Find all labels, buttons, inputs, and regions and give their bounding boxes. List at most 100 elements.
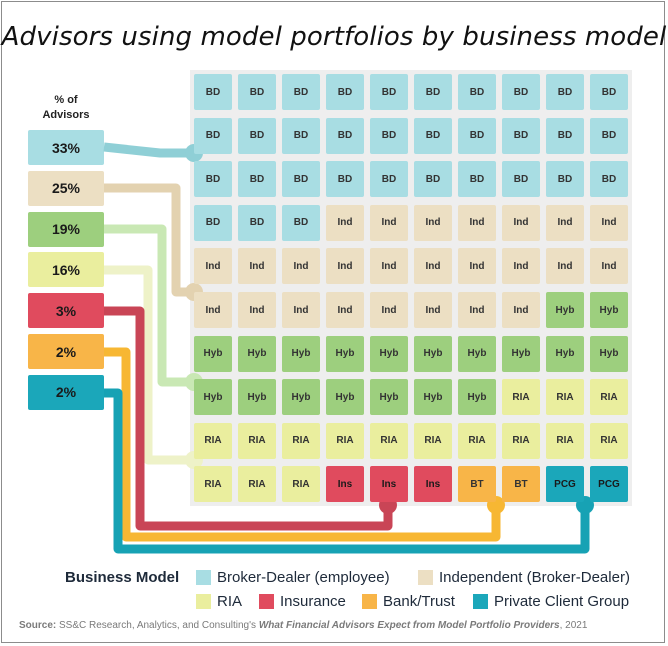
waffle-cell-bd: BD xyxy=(590,161,628,198)
waffle-cell-ind: Ind xyxy=(502,204,540,241)
legend-swatch xyxy=(259,594,274,609)
legend-swatch xyxy=(418,570,433,585)
waffle-cell-bd: BD xyxy=(238,161,276,198)
percent-box-bd: 33% xyxy=(28,130,104,165)
legend-item-4: Bank/Trust xyxy=(362,593,455,610)
waffle-cell-bt: BT xyxy=(502,466,540,503)
legend-item-5: Private Client Group xyxy=(473,593,629,610)
waffle-cell-bd: BD xyxy=(370,74,408,110)
waffle-cell-bd: BD xyxy=(414,161,452,198)
source-text: SS&C Research, Analytics, and Consulting… xyxy=(56,620,259,631)
waffle-cell-ins: Ins xyxy=(414,466,452,503)
waffle-cell-ind: Ind xyxy=(502,248,540,285)
percent-box-pcg: 2% xyxy=(28,374,104,410)
waffle-cell-ria: RIA xyxy=(546,422,584,459)
waffle-cell-ria: RIA xyxy=(282,422,320,459)
waffle-cell-bd: BD xyxy=(414,117,452,154)
waffle-cell-hyb: Hyb xyxy=(458,335,496,372)
connector-bt xyxy=(104,347,501,542)
waffle-cell-ria: RIA xyxy=(326,422,364,459)
waffle-cell-hyb: Hyb xyxy=(194,335,232,372)
legend-item-3: Insurance xyxy=(259,593,346,610)
waffle-cell-bd: BD xyxy=(238,204,276,241)
waffle-cell-ind: Ind xyxy=(370,248,408,285)
waffle-cell-bt: BT xyxy=(458,466,496,503)
waffle-cell-ria: RIA xyxy=(590,422,628,459)
legend-title: Business Model xyxy=(65,569,180,586)
waffle-cell-bd: BD xyxy=(194,117,232,154)
waffle-cell-ind: Ind xyxy=(326,204,364,241)
percent-header-label: % of Advisors xyxy=(42,94,90,121)
waffle-cell-ria: RIA xyxy=(502,422,540,459)
percent-box-bt: 2% xyxy=(28,334,104,369)
waffle-cell-hyb: Hyb xyxy=(370,335,408,372)
connector-hyb xyxy=(104,224,194,387)
waffle-cell-ind: Ind xyxy=(370,292,408,328)
waffle-cell-ind: Ind xyxy=(458,292,496,328)
waffle-cell-hyb: Hyb xyxy=(326,379,364,416)
waffle-cell-bd: BD xyxy=(326,161,364,198)
waffle-cell-ind: Ind xyxy=(590,248,628,285)
waffle-cell-hyb: Hyb xyxy=(282,335,320,372)
source-note: Source: SS&C Research, Analytics, and Co… xyxy=(19,620,587,631)
waffle-cell-bd: BD xyxy=(414,74,452,110)
waffle-cell-bd: BD xyxy=(194,161,232,198)
waffle-cell-bd: BD xyxy=(546,117,584,154)
chart-title: Advisors using model portfolios by busin… xyxy=(1,22,667,52)
waffle-cell-bd: BD xyxy=(282,204,320,241)
legend-item-2: RIA xyxy=(196,593,242,610)
connector-ria xyxy=(104,265,194,465)
waffle-cell-ind: Ind xyxy=(546,204,584,241)
waffle-cell-ind: Ind xyxy=(238,292,276,328)
waffle-cell-ind: Ind xyxy=(370,204,408,241)
percent-box-ind: 25% xyxy=(28,170,104,206)
waffle-cell-pcg: PCG xyxy=(590,466,628,503)
waffle-cell-bd: BD xyxy=(326,117,364,154)
waffle-cell-bd: BD xyxy=(194,204,232,241)
waffle-cell-ria: RIA xyxy=(238,422,276,459)
legend-label: Broker-Dealer (employee) xyxy=(217,569,390,586)
source-label: Source: xyxy=(19,620,57,631)
waffle-cell-bd: BD xyxy=(282,161,320,198)
legend-label: Independent (Broker-Dealer) xyxy=(439,569,630,586)
waffle-cell-bd: BD xyxy=(546,74,584,110)
waffle-cell-hyb: Hyb xyxy=(590,292,628,328)
waffle-cell-ria: RIA xyxy=(546,379,584,416)
waffle-cell-ind: Ind xyxy=(326,248,364,285)
waffle-cell-bd: BD xyxy=(194,74,232,110)
source-title: What Financial Advisors Expect from Mode… xyxy=(258,620,560,631)
waffle-cell-ria: RIA xyxy=(590,379,628,416)
waffle-cell-ind: Ind xyxy=(414,248,452,285)
waffle-cell-bd: BD xyxy=(370,117,408,154)
waffle-cell-hyb: Hyb xyxy=(238,379,276,416)
legend-swatch xyxy=(473,594,488,609)
waffle-cell-hyb: Hyb xyxy=(546,292,584,328)
waffle-cell-bd: BD xyxy=(590,117,628,154)
waffle-cell-hyb: Hyb xyxy=(326,335,364,372)
legend-item-1: Independent (Broker-Dealer) xyxy=(418,569,630,586)
waffle-cell-bd: BD xyxy=(326,74,364,110)
waffle-cell-hyb: Hyb xyxy=(414,335,452,372)
connector-pcg xyxy=(104,388,590,554)
waffle-cell-ria: RIA xyxy=(370,422,408,459)
waffle-cell-hyb: Hyb xyxy=(414,379,452,416)
waffle-cell-ind: Ind xyxy=(194,292,232,328)
percent-box-ria: 16% xyxy=(28,252,104,288)
legend-swatch xyxy=(362,594,377,609)
waffle-cell-hyb: Hyb xyxy=(502,335,540,372)
waffle-cell-ind: Ind xyxy=(458,248,496,285)
waffle-cell-hyb: Hyb xyxy=(370,379,408,416)
waffle-cell-ins: Ins xyxy=(370,466,408,503)
waffle-cell-bd: BD xyxy=(370,161,408,198)
waffle-cell-bd: BD xyxy=(238,74,276,110)
waffle-cell-bd: BD xyxy=(458,161,496,198)
percent-box-hyb: 19% xyxy=(28,211,104,247)
waffle-cell-hyb: Hyb xyxy=(238,335,276,372)
source-suffix: , 2021 xyxy=(559,620,588,631)
waffle-cell-ria: RIA xyxy=(194,422,232,459)
waffle-cell-ind: Ind xyxy=(414,292,452,328)
percent-box-ins: 3% xyxy=(28,293,104,329)
waffle-cell-ins: Ins xyxy=(326,466,364,503)
waffle-cell-ind: Ind xyxy=(194,248,232,285)
